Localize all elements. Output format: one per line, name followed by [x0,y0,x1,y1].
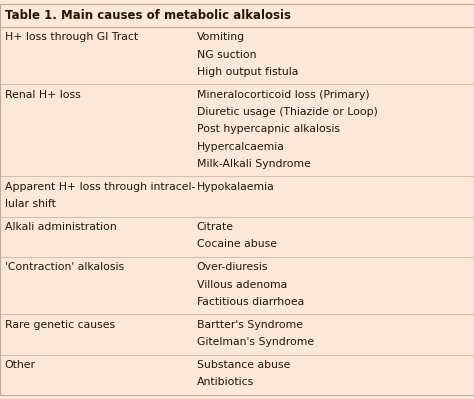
Text: lular shift: lular shift [5,199,55,209]
Bar [0,4,474,27]
Bar [0,85,474,176]
Text: Hypokalaemia: Hypokalaemia [197,182,274,192]
Bar [0,257,474,314]
Text: NG suction: NG suction [197,49,256,59]
Text: Rare genetic causes: Rare genetic causes [5,320,115,330]
Text: 'Contraction' alkalosis: 'Contraction' alkalosis [5,263,124,273]
Text: Factitious diarrhoea: Factitious diarrhoea [197,297,304,307]
Text: Mineralocorticoid loss (Primary): Mineralocorticoid loss (Primary) [197,90,369,100]
Text: Other: Other [5,360,36,370]
Bar [0,176,474,217]
Bar [0,314,474,355]
Text: Post hypercapnic alkalosis: Post hypercapnic alkalosis [197,124,340,134]
Text: Diuretic usage (Thiazide or Loop): Diuretic usage (Thiazide or Loop) [197,107,378,117]
Bar [0,27,474,85]
Text: Substance abuse: Substance abuse [197,360,290,370]
Text: Renal H+ loss: Renal H+ loss [5,90,81,100]
Text: Table 1. Main causes of metabolic alkalosis: Table 1. Main causes of metabolic alkalo… [5,9,291,22]
Text: High output fistula: High output fistula [197,67,298,77]
Text: Gitelman's Syndrome: Gitelman's Syndrome [197,337,314,347]
Text: Hypercalcaemia: Hypercalcaemia [197,142,284,152]
Text: Milk-Alkali Syndrome: Milk-Alkali Syndrome [197,159,310,169]
Text: Apparent H+ loss through intracel-: Apparent H+ loss through intracel- [5,182,195,192]
Text: H+ loss through GI Tract: H+ loss through GI Tract [5,32,138,42]
Text: Alkali administration: Alkali administration [5,222,117,232]
Bar [0,355,474,395]
Text: Villous adenoma: Villous adenoma [197,280,287,290]
Text: Antibiotics: Antibiotics [197,377,254,387]
Text: Bartter's Syndrome: Bartter's Syndrome [197,320,303,330]
Bar [0,217,474,257]
Text: Cocaine abuse: Cocaine abuse [197,239,277,249]
Text: Citrate: Citrate [197,222,234,232]
Text: Vomiting: Vomiting [197,32,245,42]
Text: Over-diuresis: Over-diuresis [197,263,268,273]
